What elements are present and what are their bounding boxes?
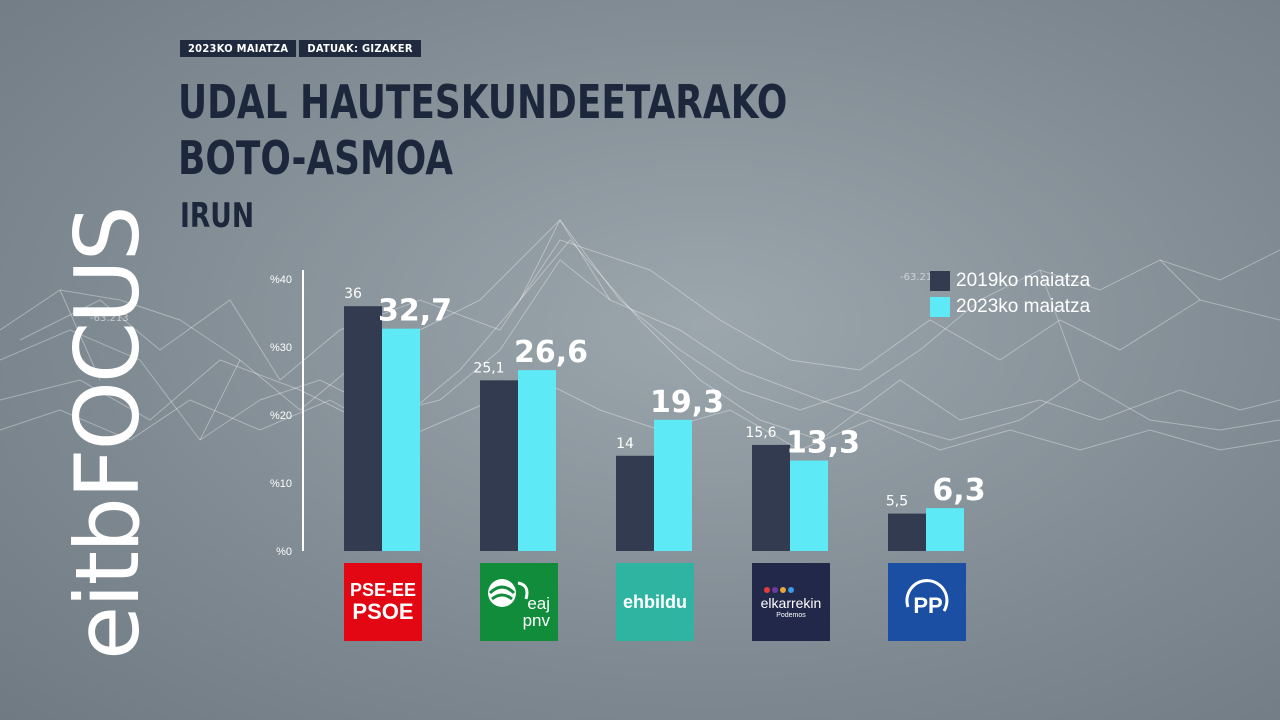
data-label: 19,3: [650, 385, 724, 420]
legend-item-2019: 2019ko maiatza: [930, 268, 1090, 294]
bar: [616, 455, 654, 551]
chart-legend: 2019ko maiatza 2023ko maiatza: [930, 268, 1090, 320]
data-label: 32,7: [378, 294, 452, 329]
bar: [790, 460, 828, 551]
data-label: 13,3: [786, 426, 860, 461]
legend-swatch-2023: [930, 297, 950, 317]
header-tags: 2023KO MAIATZA DATUAK: GIZAKER: [180, 40, 421, 57]
pnv-logo-eaj: eaj: [527, 594, 550, 613]
data-label: 26,6: [514, 335, 588, 370]
source-tag: DATUAK: GIZAKER: [299, 40, 421, 57]
title-line-1: UDAL HAUTESKUNDEETARAKO: [178, 75, 788, 129]
legend-item-2023: 2023ko maiatza: [930, 294, 1090, 320]
y-tick-label: %0: [276, 546, 292, 558]
psoe-logo: PSE-EE PSOE: [344, 563, 422, 641]
data-label: 6,3: [932, 473, 985, 508]
elkarrekin-logo-text: elkarrekin: [760, 594, 822, 611]
title-line-2: BOTO-ASMOA: [178, 131, 454, 185]
bar: [888, 513, 926, 551]
psoe-logo-line2: PSOE: [352, 599, 414, 624]
data-label: 15,6: [745, 425, 776, 441]
bar: [752, 444, 790, 551]
legend-label-2023: 2023ko maiatza: [956, 296, 1091, 317]
data-label: 25,1: [473, 360, 504, 376]
elkarrekin-logo: elkarrekin Podemos: [752, 563, 830, 641]
bar: [382, 328, 420, 551]
bar: [518, 370, 556, 551]
page-subtitle: IRUN: [180, 196, 255, 236]
data-label: 5,5: [886, 494, 908, 510]
bar: [480, 380, 518, 551]
legend-swatch-2019: [930, 271, 950, 291]
page-title: UDAL HAUTESKUNDEETARAKO BOTO-ASMOA: [178, 74, 787, 186]
data-label: 14: [616, 436, 634, 452]
pnv-logo-pnv: pnv: [522, 611, 550, 630]
bar: [654, 419, 692, 551]
background-number: -63.213: [90, 313, 129, 324]
pp-logo: PP: [888, 563, 966, 641]
legend-label-2019: 2019ko maiatza: [956, 270, 1091, 291]
elkarrekin-dots: [764, 586, 794, 593]
y-tick-label: %40: [270, 274, 292, 286]
date-tag: 2023KO MAIATZA: [180, 40, 297, 57]
psoe-logo-line1: PSE-EE: [349, 580, 417, 600]
ehbildu-logo-text: ehbildu: [623, 591, 687, 612]
ehbildu-logo: ehbildu: [616, 563, 694, 641]
data-label: 36: [344, 286, 362, 302]
bar: [926, 508, 964, 551]
pnv-logo: eaj pnv: [480, 563, 558, 641]
background-number: -63.213: [900, 272, 939, 283]
y-tick-label: %20: [270, 410, 292, 422]
pnv-logo-text: eaj pnv: [523, 595, 550, 629]
bar: [344, 306, 382, 551]
elkarrekin-logo-sub: Podemos: [776, 611, 806, 619]
pp-logo-graphic: PP: [905, 579, 949, 618]
pnv-logo-graphic: [488, 579, 529, 607]
pp-logo-text: PP: [913, 593, 942, 618]
y-tick-label: %30: [270, 342, 292, 354]
y-tick-label: %10: [270, 478, 292, 490]
